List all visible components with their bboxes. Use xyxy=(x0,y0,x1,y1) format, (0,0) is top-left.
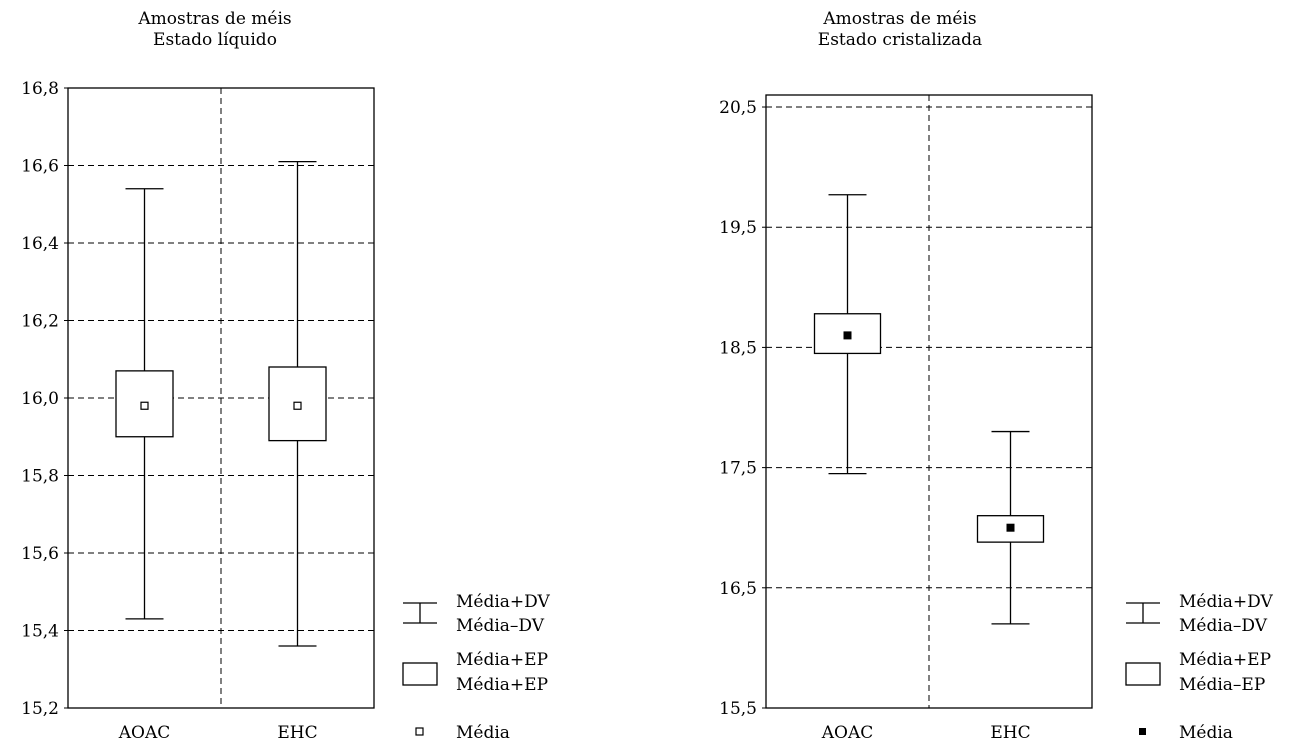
left-legend-box xyxy=(402,662,438,686)
left-y-tick-label: 16,6 xyxy=(21,157,59,177)
left-y-tick-label: 16,8 xyxy=(21,79,59,99)
right-chart-title-line2: Estado cristalizada xyxy=(817,30,983,50)
left-y-tick-label: 15,2 xyxy=(21,699,59,719)
left-chart-title: Amostras de méis Estado líquido xyxy=(95,9,335,51)
right-x-category-label: AOAC xyxy=(821,723,874,743)
left-legend-whisker-lower-label: Média–DV xyxy=(456,616,545,636)
right-legend-box-upper-label: Média+EP xyxy=(1179,650,1271,670)
left-legend-mean-marker xyxy=(415,727,424,736)
left-y-tick-label: 15,8 xyxy=(21,467,59,487)
right-x-category-label: EHC xyxy=(990,723,1030,743)
right-y-tick-label: 16,5 xyxy=(719,579,757,599)
right-legend-mean-label: Média xyxy=(1179,723,1233,743)
right-legend-whisker-lower-label: Média–DV xyxy=(1179,616,1268,636)
right-legend-box xyxy=(1125,662,1161,686)
left-box-ep xyxy=(268,366,327,442)
right-y-tick-label: 18,5 xyxy=(719,338,757,358)
left-mean-marker xyxy=(140,401,149,410)
left-legend-box-lower-label: Média+EP xyxy=(456,675,548,695)
left-legend-box-upper-label: Média+EP xyxy=(456,650,548,670)
right-mean-marker xyxy=(1006,523,1015,532)
right-legend-box-lower-label: Média–EP xyxy=(1179,675,1265,695)
left-chart-title-line1: Amostras de méis xyxy=(138,9,292,29)
left-legend-mean-label: Média xyxy=(456,723,510,743)
right-y-tick-label: 20,5 xyxy=(719,98,757,118)
right-legend-mean-marker xyxy=(1139,728,1146,735)
left-y-tick-label: 15,6 xyxy=(21,544,59,564)
right-mean-marker xyxy=(843,331,852,340)
left-y-tick-label: 16,4 xyxy=(21,234,59,254)
right-chart-title: Amostras de méis Estado cristalizada xyxy=(780,9,1020,51)
right-legend-whisker-upper-label: Média+DV xyxy=(1179,592,1273,612)
left-chart-title-line2: Estado líquido xyxy=(153,30,277,50)
left-mean-marker xyxy=(293,401,302,410)
left-legend-whisker-upper-label: Média+DV xyxy=(456,592,550,612)
left-y-tick-label: 16,0 xyxy=(21,389,59,409)
left-y-tick-label: 16,2 xyxy=(21,312,59,332)
right-y-tick-label: 19,5 xyxy=(719,218,757,238)
right-chart-title-line1: Amostras de méis xyxy=(823,9,977,29)
left-x-category-label: AOAC xyxy=(118,723,171,743)
right-y-tick-label: 17,5 xyxy=(719,459,757,479)
right-y-tick-label: 15,5 xyxy=(719,699,757,719)
left-x-category-label: EHC xyxy=(277,723,317,743)
left-y-tick-label: 15,4 xyxy=(21,622,59,642)
